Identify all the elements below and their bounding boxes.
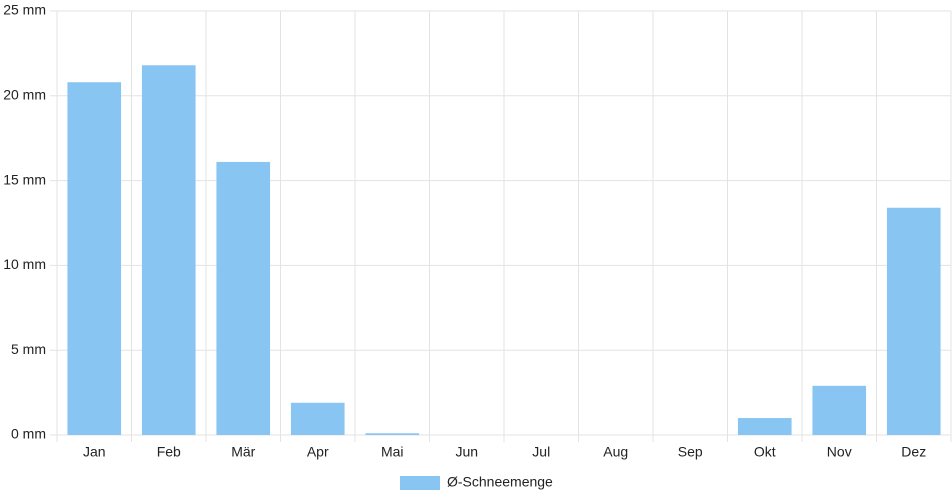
bar — [812, 385, 867, 435]
x-tick-label: Feb — [157, 444, 181, 460]
y-tick-label: 15 mm — [3, 171, 46, 187]
x-tick-label: Jun — [455, 444, 478, 460]
x-tick-label: Mär — [231, 444, 255, 460]
bar — [290, 402, 345, 435]
legend-swatch — [400, 476, 440, 490]
x-tick-label: Apr — [307, 444, 329, 460]
y-tick-label: 0 mm — [11, 426, 46, 442]
bar — [67, 82, 122, 436]
y-tick-label: 5 mm — [11, 341, 46, 357]
bar — [216, 161, 271, 435]
bar — [886, 207, 941, 435]
x-tick-label: Dez — [901, 444, 926, 460]
x-tick-label: Sep — [678, 444, 703, 460]
x-tick-label: Nov — [827, 444, 852, 460]
y-tick-label: 20 mm — [3, 87, 46, 103]
x-tick-label: Aug — [603, 444, 628, 460]
bar — [365, 433, 420, 435]
legend-label: Ø-Schneemenge — [447, 474, 553, 490]
y-tick-label: 25 mm — [3, 2, 46, 18]
bar — [141, 65, 196, 435]
x-tick-label: Mai — [381, 444, 404, 460]
x-tick-label: Jul — [532, 444, 550, 460]
x-tick-label: Jan — [83, 444, 106, 460]
y-tick-label: 10 mm — [3, 256, 46, 272]
x-tick-label: Okt — [754, 444, 776, 460]
bar — [737, 418, 792, 435]
